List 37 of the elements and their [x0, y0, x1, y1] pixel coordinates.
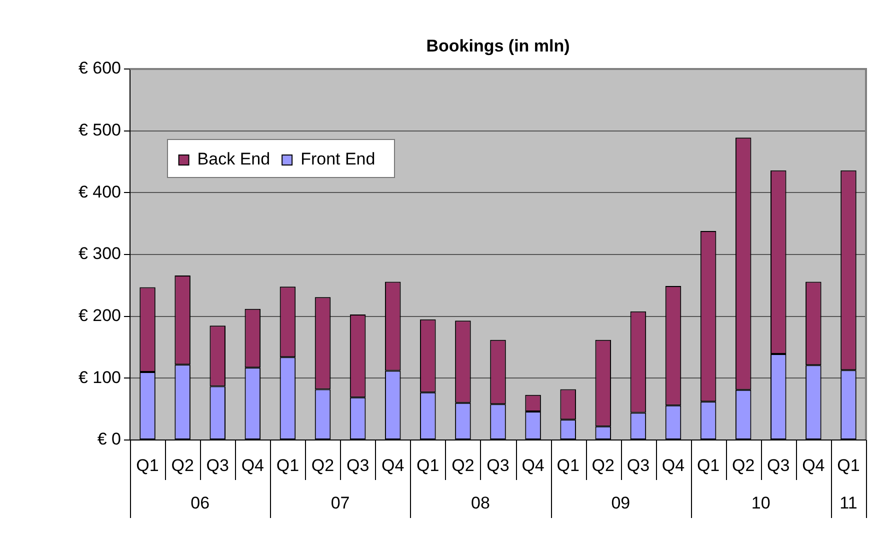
- x-tick-label: Q2: [311, 456, 334, 475]
- x-tick-label: Q3: [206, 456, 229, 475]
- x-tick-label: Q1: [276, 456, 300, 475]
- x-tick-label: Q4: [802, 456, 825, 475]
- x-tick-label: Q1: [416, 456, 440, 475]
- text: 07: [330, 494, 350, 513]
- text: 06: [190, 494, 210, 513]
- y-tick-label: € 300: [78, 244, 121, 264]
- x-tick-label: Q2: [732, 456, 755, 475]
- y-tick-label: € 0: [97, 430, 121, 449]
- x-tick-label: Q3: [767, 456, 790, 475]
- x-tick-label: Q3: [626, 456, 650, 475]
- x-tick-label: Q4: [662, 456, 685, 475]
- text: 10: [751, 494, 770, 513]
- y-tick-label: € 100: [78, 368, 121, 387]
- text: 09: [611, 494, 630, 513]
- chart-title: Bookings (in mln): [426, 36, 570, 56]
- x-tick-label: Q4: [241, 456, 264, 475]
- text: 11: [840, 494, 858, 513]
- x-tick-label: Q2: [171, 456, 194, 475]
- x-tick-label: Q3: [346, 456, 370, 475]
- x-tick-label: Q3: [486, 456, 510, 475]
- x-tick-label: Q4: [522, 456, 544, 475]
- x-tick-label: Q4: [382, 456, 404, 475]
- text: 08: [471, 494, 490, 513]
- x-tick-label: Q1: [696, 456, 720, 475]
- x-tick-label: Q2: [592, 456, 614, 475]
- x-tick-label: Q2: [452, 456, 474, 475]
- y-tick-label: € 600: [78, 58, 121, 78]
- x-tick-label: Q1: [837, 456, 860, 475]
- x-tick-label: Q1: [556, 456, 580, 475]
- y-tick-label: € 200: [78, 306, 121, 326]
- x-tick-label: Q1: [136, 456, 159, 475]
- y-tick-label: € 400: [78, 182, 121, 202]
- legend-label: Front End: [300, 150, 376, 169]
- legend-label: Back End: [197, 150, 270, 169]
- y-tick-label: € 500: [78, 120, 121, 140]
